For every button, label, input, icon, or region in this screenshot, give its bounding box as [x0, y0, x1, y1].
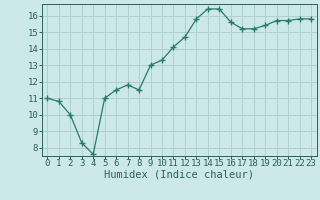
- X-axis label: Humidex (Indice chaleur): Humidex (Indice chaleur): [104, 170, 254, 180]
